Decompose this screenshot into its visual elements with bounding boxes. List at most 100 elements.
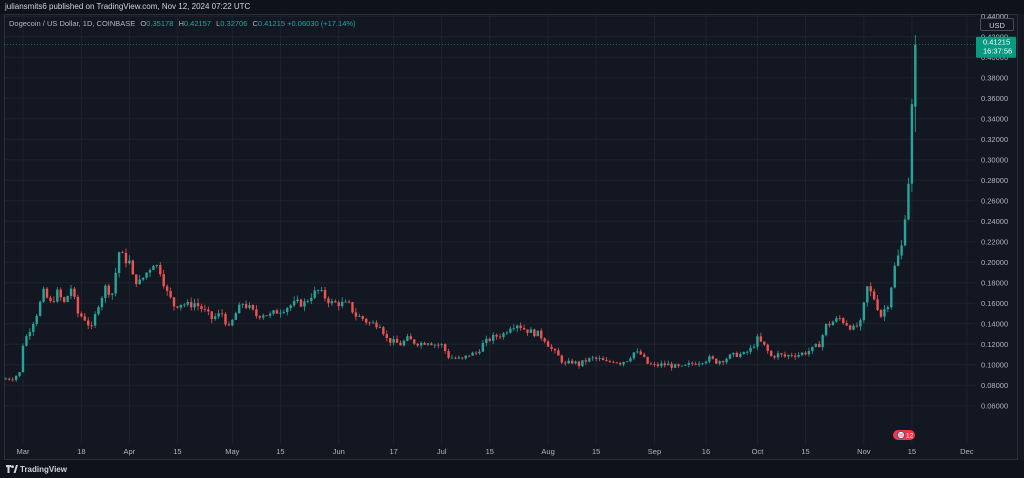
candle (557, 347, 560, 356)
candle (351, 301, 354, 315)
candle (52, 296, 56, 303)
candle (903, 214, 907, 247)
footer-bar: TradingView (0, 460, 1024, 478)
candle (437, 342, 440, 349)
candle (11, 377, 14, 382)
candle (292, 296, 296, 308)
candle (615, 361, 618, 364)
candle (546, 339, 550, 347)
candle (625, 361, 629, 363)
candle (694, 361, 697, 366)
candle (502, 331, 505, 340)
candle (138, 274, 141, 285)
candle (327, 296, 330, 308)
candle (790, 352, 793, 358)
tradingview-brand[interactable]: TradingView (20, 465, 67, 474)
candle (169, 287, 172, 299)
price-tick-label: 0.34000 (981, 114, 1008, 123)
candle (756, 333, 759, 351)
candle (38, 300, 42, 317)
candle (93, 311, 97, 328)
currency-button[interactable]: USD (980, 18, 1014, 31)
candle (584, 357, 588, 365)
price-tick-label: 0.28000 (981, 176, 1008, 185)
candle (914, 35, 917, 132)
candle (673, 363, 677, 368)
candle (73, 286, 76, 300)
candle (800, 351, 804, 357)
candle (413, 338, 416, 345)
candle (667, 360, 670, 366)
candle (145, 272, 148, 280)
candle (409, 333, 413, 340)
price-tick-label: 0.16000 (981, 299, 1008, 308)
candle (282, 309, 286, 315)
candle (83, 313, 86, 322)
candle (835, 315, 838, 323)
candle (749, 344, 752, 355)
close-value: 0.41215 (257, 19, 286, 28)
tradingview-logo-icon[interactable] (6, 465, 18, 473)
candle (268, 311, 272, 319)
symbol-title[interactable]: Dogecoin / US Dollar, 1D, COINBASE (9, 19, 136, 28)
candle (739, 351, 742, 359)
event-badge[interactable]: 12 (893, 430, 915, 440)
candle (560, 354, 564, 365)
candle (845, 320, 848, 327)
candle (200, 303, 203, 313)
time-tick-label: Sep (648, 447, 661, 456)
candle (14, 375, 18, 382)
candle (588, 357, 591, 363)
candle (577, 360, 581, 369)
candle (715, 358, 718, 365)
candle (32, 321, 35, 336)
price-tick-label: 0.38000 (981, 73, 1008, 82)
candle (279, 309, 282, 318)
candle (704, 360, 708, 365)
candle (824, 323, 828, 337)
candle (90, 321, 93, 330)
time-tick-label: Jun (333, 447, 345, 456)
candle (618, 362, 622, 366)
candle (141, 277, 145, 282)
candle (818, 340, 821, 348)
candle (344, 299, 347, 303)
candle (440, 342, 443, 348)
candle (461, 357, 464, 360)
candle (642, 352, 646, 358)
candle (323, 287, 327, 302)
price-tick-label: 0.12000 (981, 340, 1008, 349)
event-badge-label: 12 (906, 433, 914, 440)
candle (526, 329, 529, 336)
candle (189, 297, 193, 311)
candle (21, 343, 25, 373)
candle (124, 248, 128, 268)
candle (691, 361, 694, 366)
candle (100, 295, 104, 311)
candle (910, 98, 914, 192)
candle (320, 286, 323, 292)
candle (605, 356, 608, 362)
candle (807, 347, 811, 357)
candle (876, 294, 879, 312)
candle (56, 287, 59, 303)
price-tick-label: 0.10000 (981, 360, 1008, 369)
candle (97, 305, 100, 316)
price-tick-label: 0.08000 (981, 381, 1008, 390)
candle (244, 300, 248, 310)
candle (430, 342, 433, 346)
candle (811, 346, 814, 354)
candle (831, 320, 835, 326)
candle (447, 348, 450, 360)
candle (303, 298, 306, 312)
candle (776, 350, 780, 360)
candle (608, 359, 612, 363)
open-value: 0.35178 (146, 19, 174, 28)
candle (471, 351, 474, 356)
candle (313, 286, 316, 300)
high-label: H (178, 19, 184, 28)
candle (804, 351, 807, 356)
candle (365, 317, 368, 325)
last-price-tag[interactable]: 0.41215 16:37:56 (976, 36, 1016, 58)
